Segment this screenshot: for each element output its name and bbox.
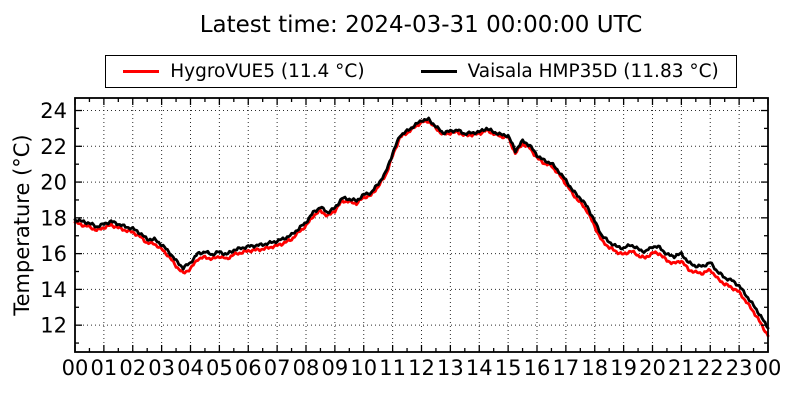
grid: [75, 98, 768, 352]
x-tick-label: 12: [408, 356, 435, 380]
series: [73, 116, 770, 338]
x-tick-label: 00: [62, 356, 89, 380]
x-tick-label: 02: [119, 356, 146, 380]
x-tick-label: 09: [322, 356, 349, 380]
x-tick-label: 17: [553, 356, 580, 380]
x-tick-label: 00: [755, 356, 782, 380]
x-tick-label: 22: [697, 356, 724, 380]
x-tick-label: 20: [639, 356, 666, 380]
legend: HygroVUE5 (11.4 °C) Vaisala HMP35D (11.8…: [105, 55, 737, 88]
legend-label-hygrovue5: HygroVUE5 (11.4 °C): [170, 61, 365, 82]
x-tick-label: 19: [610, 356, 637, 380]
y-tick-label: 18: [40, 206, 67, 230]
x-tick-label: 03: [148, 356, 175, 380]
series-vaisala-line: [73, 116, 770, 330]
y-axis-label: Temperature (°C): [10, 134, 34, 316]
axis-ticks: [74, 98, 769, 352]
x-tick-label: 06: [235, 356, 262, 380]
legend-item-hygrovue5: HygroVUE5 (11.4 °C): [123, 61, 365, 82]
x-tick-label: 13: [437, 356, 464, 380]
x-tick-label: 05: [206, 356, 233, 380]
x-tick-label: 11: [379, 356, 406, 380]
x-tick-label: 14: [466, 356, 493, 380]
x-tick-label: 16: [524, 356, 551, 380]
x-tick-label: 07: [264, 356, 291, 380]
legend-item-vaisala: Vaisala HMP35D (11.83 °C): [420, 61, 719, 82]
y-tick-label: 12: [40, 314, 67, 338]
y-axis-tick-labels: 12 14 16 18 20 22 24: [40, 99, 67, 338]
x-tick-label: 21: [668, 356, 695, 380]
x-tick-label: 01: [91, 356, 118, 380]
y-tick-label: 22: [40, 135, 67, 159]
hygrovue5-line-swatch-icon: [123, 70, 160, 73]
y-tick-label: 24: [40, 99, 67, 123]
vaisala-line-swatch-icon: [420, 70, 457, 73]
axes-spines: [74, 97, 769, 353]
x-tick-label: 10: [350, 356, 377, 380]
y-tick-label: 16: [40, 242, 67, 266]
y-tick-label: 14: [40, 278, 67, 302]
x-axis-tick-labels: 00 01 02 03 04 05 06 07 08 09 10 11 12 13 14 15 16 17 18 19…: [62, 356, 782, 380]
chart-title: Latest time: 2024-03-31 00:00:00 UTC: [199, 12, 643, 38]
x-tick-label: 08: [293, 356, 320, 380]
x-tick-label: 15: [495, 356, 522, 380]
x-tick-label: 04: [177, 356, 204, 380]
y-tick-label: 20: [40, 171, 67, 195]
x-tick-label: 18: [581, 356, 608, 380]
series-hygrovue5-line: [73, 119, 770, 338]
legend-label-vaisala: Vaisala HMP35D (11.83 °C): [467, 61, 719, 82]
x-tick-label: 23: [726, 356, 753, 380]
